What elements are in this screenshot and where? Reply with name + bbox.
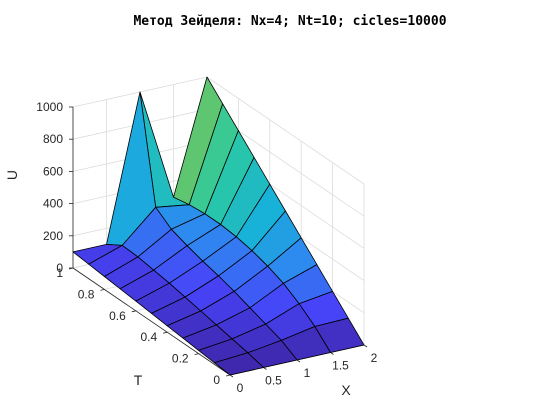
z-tick-label: 0	[56, 261, 63, 275]
surface	[72, 76, 365, 376]
x-tick-label: 1	[304, 366, 311, 380]
x-tick	[229, 374, 234, 378]
y-tick	[100, 289, 105, 291]
x-tick	[263, 367, 267, 370]
x-tick	[363, 344, 368, 348]
x-tick-label: 1.5	[332, 359, 349, 373]
z-tick-label: 600	[43, 164, 63, 178]
x-tick	[330, 352, 334, 355]
z-tick-label: 800	[43, 132, 63, 146]
x-tick	[296, 359, 301, 363]
chart-title: Метод Зейделя: Nx=4; Nt=10; cicles=10000	[133, 14, 446, 29]
y-tick-label: 0	[213, 373, 220, 387]
y-tick-label: 1	[56, 266, 63, 280]
y-tick-label: 0.4	[141, 330, 158, 344]
z-tick-label: 1000	[36, 100, 63, 114]
z-tick-label: 400	[43, 197, 63, 211]
x-tick-label: 0.5	[265, 374, 282, 388]
y-tick	[131, 310, 136, 313]
x-tick-label: 0	[237, 381, 244, 395]
y-tick-label: 0.8	[78, 287, 95, 301]
surface-facet	[213, 352, 264, 376]
y-tick-label: 0.2	[172, 352, 189, 366]
y-axis-line	[72, 267, 231, 376]
y-axis-label: T	[134, 372, 143, 388]
z-axis-label: U	[4, 170, 20, 180]
x-tick-label: 2	[371, 351, 378, 365]
z-tick-label: 200	[43, 229, 63, 243]
y-tick-label: 0.6	[109, 309, 126, 323]
grid-line	[206, 76, 365, 185]
y-tick	[163, 331, 168, 334]
y-tick	[225, 374, 231, 377]
x-axis-label: X	[341, 382, 351, 398]
y-tick	[194, 353, 199, 355]
